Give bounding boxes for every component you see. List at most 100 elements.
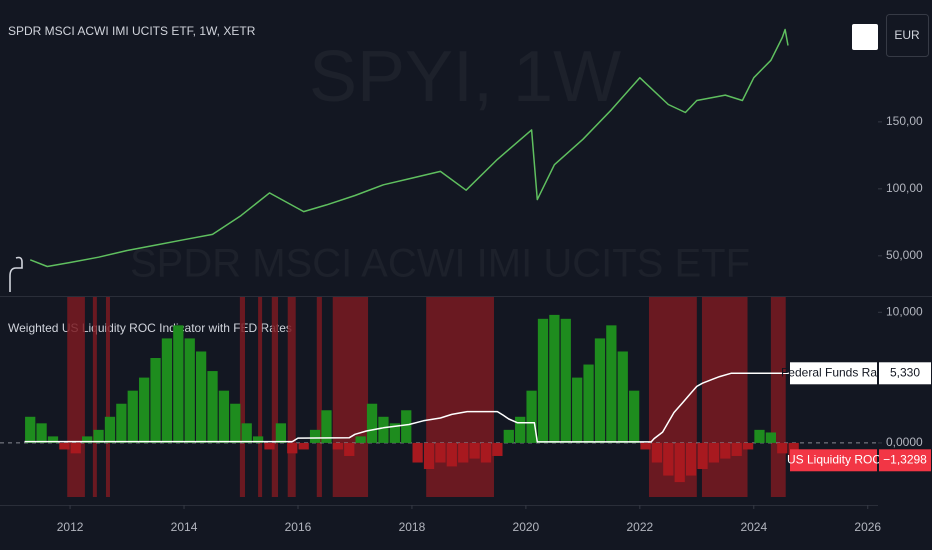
bar (309, 429, 321, 443)
shaded-range (287, 297, 296, 497)
legend-entry: US Liquidity ROC (787, 452, 881, 466)
x-tick-label: 2014 (171, 520, 198, 534)
bar (401, 410, 412, 443)
bar (697, 442, 708, 470)
bar (606, 325, 617, 443)
bar (537, 318, 549, 443)
bar (651, 442, 663, 463)
logo (9, 256, 23, 292)
bar (139, 377, 150, 443)
bar (36, 423, 47, 443)
bar (150, 358, 161, 443)
color-swatch[interactable] (852, 24, 878, 50)
bar (572, 377, 583, 443)
x-tick-label: 2012 (57, 520, 84, 534)
bar (298, 442, 309, 450)
y-tick-label: 100,00 (886, 181, 923, 195)
shaded-range (67, 297, 85, 497)
bar (423, 442, 435, 470)
watermark: SPYI, 1W (309, 37, 621, 117)
y-tick-label: 10,000 (886, 304, 923, 318)
legend-badge (790, 449, 877, 472)
bar (754, 429, 765, 443)
bar (264, 442, 275, 450)
bar (321, 410, 332, 443)
bar (458, 442, 469, 463)
shaded-range (105, 297, 110, 497)
bar (355, 436, 366, 443)
bar (446, 442, 457, 467)
bar (560, 318, 571, 443)
shaded-range (426, 297, 494, 497)
bar (583, 364, 594, 443)
shaded-range (258, 297, 263, 497)
bar (731, 442, 742, 456)
bar (765, 432, 777, 443)
bar (549, 314, 560, 443)
value-label: 5,330 (890, 365, 920, 379)
x-tick-label: 2024 (740, 520, 767, 534)
bar (594, 338, 606, 443)
bar (617, 351, 628, 443)
bar (435, 442, 446, 463)
shaded-range (701, 297, 748, 497)
currency-label[interactable]: EUR (894, 28, 920, 42)
legend-entry: Federal Funds Rate (781, 365, 887, 379)
bar (127, 390, 138, 443)
shaded-range (316, 297, 322, 497)
bar (389, 423, 400, 443)
bar (720, 442, 731, 459)
bar (161, 338, 173, 443)
bar (378, 416, 389, 443)
shaded-range (332, 297, 369, 497)
y-tick-label: 150,00 (886, 114, 923, 128)
rate-line (24, 372, 794, 443)
bar (195, 351, 207, 443)
x-tick-label: 2022 (626, 520, 653, 534)
bar (207, 371, 218, 443)
bar (503, 429, 514, 443)
bar (173, 325, 184, 443)
bar (70, 442, 81, 454)
bar (469, 442, 480, 459)
price-line (29, 28, 789, 268)
bar (777, 442, 788, 454)
x-tick-label: 2018 (399, 520, 426, 534)
shaded-range (770, 297, 786, 497)
bar (480, 442, 492, 463)
bar (629, 390, 640, 443)
bar (218, 390, 230, 443)
chart-title: SPDR MSCI ACWI IMI UCITS ETF, 1W, XETR (8, 24, 256, 38)
shaded-range (239, 297, 245, 497)
bar (526, 390, 537, 443)
value-badge (879, 449, 931, 472)
bar (366, 403, 378, 443)
bar (25, 416, 36, 443)
bar (275, 423, 287, 443)
currency-button[interactable] (886, 14, 929, 57)
bar (663, 442, 674, 476)
bar (640, 442, 651, 450)
bar (82, 436, 93, 443)
bar (742, 442, 754, 450)
y-tick-label: 50,000 (886, 248, 923, 262)
bar (492, 442, 503, 456)
bar (116, 403, 127, 443)
value-label: −1,3298 (883, 452, 927, 466)
bar (241, 423, 252, 443)
bar (344, 442, 355, 456)
indicator-title: Weighted US Liquidity ROC Indicator with… (8, 321, 292, 335)
bar (685, 442, 697, 476)
bar (93, 429, 104, 443)
bar (412, 442, 423, 463)
value-badge (879, 362, 931, 385)
bar (59, 442, 70, 450)
bar (104, 416, 116, 443)
bar (230, 403, 241, 443)
bar (515, 416, 526, 443)
watermark-subtitle: SPDR MSCI ACWI IMI UCITS ETF (130, 242, 750, 286)
y-tick-label: 0,0000 (886, 435, 923, 449)
x-tick-label: 2016 (285, 520, 312, 534)
